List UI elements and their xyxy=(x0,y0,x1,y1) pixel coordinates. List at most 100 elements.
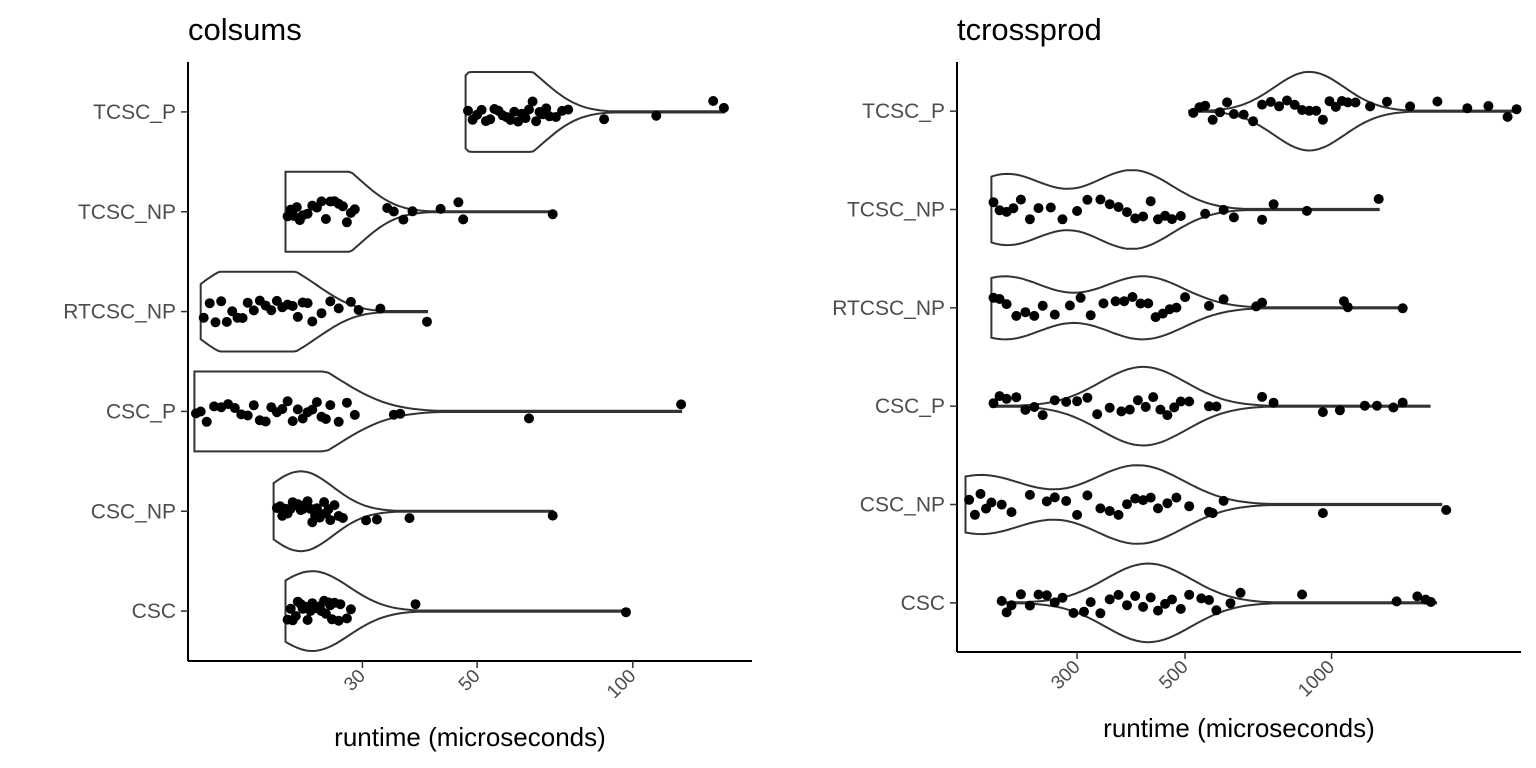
data-point xyxy=(708,96,719,106)
data-point xyxy=(513,116,524,127)
data-point xyxy=(1372,400,1382,411)
data-point xyxy=(1365,101,1376,112)
data-point xyxy=(1001,299,1012,310)
data-point xyxy=(266,305,277,316)
data-point xyxy=(1155,404,1166,415)
data-point xyxy=(485,114,496,125)
data-point xyxy=(1098,298,1109,309)
violin-tcsc_np xyxy=(990,169,1380,250)
data-point xyxy=(1175,603,1186,614)
data-point xyxy=(204,298,215,309)
data-point xyxy=(1432,96,1443,107)
data-point xyxy=(1334,405,1345,416)
data-point xyxy=(1167,594,1177,605)
x-axis-title: runtime (microseconds) xyxy=(1103,713,1375,743)
data-point xyxy=(1130,591,1141,601)
data-point xyxy=(1391,596,1402,607)
data-point xyxy=(524,104,534,115)
data-point xyxy=(198,312,209,323)
data-point xyxy=(1015,589,1026,600)
x-tick-label: 300 xyxy=(1047,657,1084,694)
data-point xyxy=(1068,608,1079,618)
data-point xyxy=(1175,396,1186,407)
data-point xyxy=(964,494,975,505)
violin-csc xyxy=(284,570,627,653)
data-point xyxy=(1057,592,1068,603)
y-tick-label: TCSC_P xyxy=(862,100,945,123)
data-point xyxy=(337,513,348,523)
data-point xyxy=(1317,508,1328,519)
data-point xyxy=(1116,406,1127,417)
data-point xyxy=(335,599,346,610)
data-point xyxy=(302,208,313,219)
data-point xyxy=(1006,600,1017,611)
data-point xyxy=(1057,214,1068,225)
data-point xyxy=(216,296,227,307)
data-point xyxy=(1020,307,1031,318)
data-point xyxy=(221,316,232,327)
data-point xyxy=(1037,300,1048,311)
data-point xyxy=(1218,294,1229,305)
data-point xyxy=(1145,196,1156,207)
y-tick-label: TCSC_NP xyxy=(847,199,945,222)
data-point xyxy=(1167,214,1177,225)
data-point xyxy=(422,316,432,327)
x-tick-label: 1000 xyxy=(1294,657,1339,702)
violin-csc_np xyxy=(964,464,1443,545)
y-tick-label: CSC xyxy=(132,600,176,623)
data-point xyxy=(1079,606,1089,617)
data-point xyxy=(341,217,352,228)
data-point xyxy=(325,515,336,526)
data-point xyxy=(1196,593,1207,604)
data-point xyxy=(599,114,610,125)
data-point xyxy=(1248,116,1259,127)
data-point xyxy=(1127,292,1138,302)
chart-title: tcrossprod xyxy=(957,12,1102,47)
data-point xyxy=(1204,595,1214,605)
data-point xyxy=(1317,114,1328,125)
data-point xyxy=(1225,598,1236,609)
data-point xyxy=(988,197,999,208)
violin-csc_p xyxy=(193,370,683,453)
data-point xyxy=(1113,589,1124,600)
data-point xyxy=(1218,204,1229,215)
data-point xyxy=(1268,199,1279,210)
data-point xyxy=(1162,498,1173,509)
data-point xyxy=(1122,207,1132,218)
data-point xyxy=(395,408,406,419)
data-point xyxy=(337,201,348,212)
data-point xyxy=(375,303,386,314)
data-point xyxy=(300,499,311,510)
data-point xyxy=(1441,505,1452,515)
data-point xyxy=(316,196,327,207)
data-point xyxy=(341,613,352,624)
data-point xyxy=(311,397,322,408)
data-point xyxy=(1228,109,1239,119)
data-point xyxy=(996,596,1007,606)
data-point xyxy=(520,113,531,124)
data-point xyxy=(1169,402,1180,413)
data-point xyxy=(994,294,1005,304)
data-point xyxy=(1257,99,1268,110)
data-point xyxy=(1207,114,1218,125)
data-point xyxy=(310,601,321,612)
data-point xyxy=(1235,587,1246,598)
data-point xyxy=(388,206,399,217)
y-tick-label: TCSC_P xyxy=(93,101,176,124)
data-point xyxy=(1085,597,1096,608)
y-tick-label: RTCSC_NP xyxy=(832,297,945,320)
data-point xyxy=(1015,194,1026,205)
data-point xyxy=(476,104,487,115)
data-point xyxy=(1145,592,1156,603)
data-point xyxy=(325,400,336,411)
data-point xyxy=(316,308,327,319)
data-point xyxy=(1095,608,1106,619)
data-point xyxy=(1342,302,1353,313)
data-point xyxy=(1061,396,1072,407)
data-point xyxy=(1095,194,1106,205)
data-point xyxy=(1104,402,1115,413)
data-point xyxy=(1140,401,1151,412)
data-point xyxy=(524,413,534,424)
data-point xyxy=(563,104,574,115)
